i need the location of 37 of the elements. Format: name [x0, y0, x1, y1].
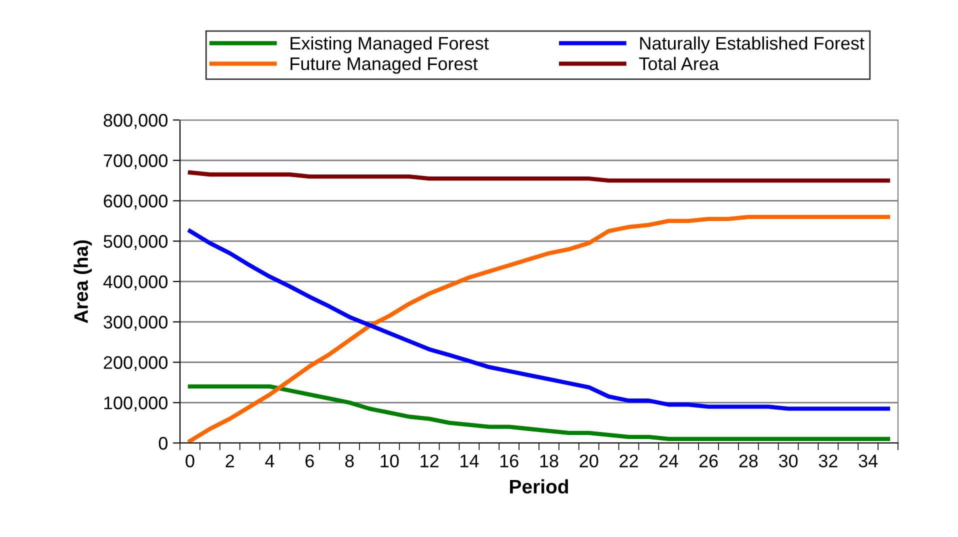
y-tick-label: 400,000	[103, 275, 168, 290]
x-tick-label: 6	[306, 454, 314, 468]
x-tick-label: 22	[620, 454, 638, 468]
x-tick-label: 0	[186, 454, 194, 468]
y-tick-label: 200,000	[104, 356, 168, 372]
y-axis-title: Area (ha)	[74, 240, 92, 324]
x-tick-label: 14	[460, 454, 479, 468]
y-tick-label: 700,000	[104, 154, 168, 170]
legend-label: Total Area	[639, 56, 720, 70]
x-tick-label: 8	[345, 454, 354, 468]
line-series	[188, 214, 890, 443]
line-series	[188, 228, 890, 411]
legend-label: Existing Managed Forest	[290, 36, 489, 54]
x-tick-label: 28	[739, 454, 758, 468]
x-tick-label: 2	[226, 454, 234, 468]
x-tick-label: 10	[380, 454, 399, 468]
x-tick-label: 4	[265, 454, 274, 468]
y-tick-label: 300,000	[104, 316, 168, 331]
x-tick-label: 20	[580, 454, 598, 468]
y-tick-label: 600,000	[104, 194, 168, 210]
line-series	[188, 170, 890, 183]
x-axis-title: Period	[510, 479, 568, 494]
y-tick-label: 0	[158, 436, 168, 450]
x-tick-label: 26	[699, 454, 718, 468]
y-tick-label: 500,000	[104, 235, 168, 250]
x-tick-label: 32	[818, 454, 838, 468]
y-tick-label: 800,000	[104, 114, 168, 129]
legend-label: Naturally Established Forest	[640, 36, 864, 54]
x-tick-label: 12	[420, 454, 438, 468]
x-tick-label: 24	[660, 454, 678, 468]
x-tick-label: 34	[858, 454, 878, 468]
legend-label: Future Managed Forest	[290, 56, 478, 74]
x-tick-label: 30	[778, 454, 798, 468]
x-tick-label: 18	[540, 454, 558, 468]
y-tick-label: 100,000	[104, 396, 168, 412]
line-series	[188, 384, 890, 442]
x-tick-label: 16	[500, 454, 518, 468]
